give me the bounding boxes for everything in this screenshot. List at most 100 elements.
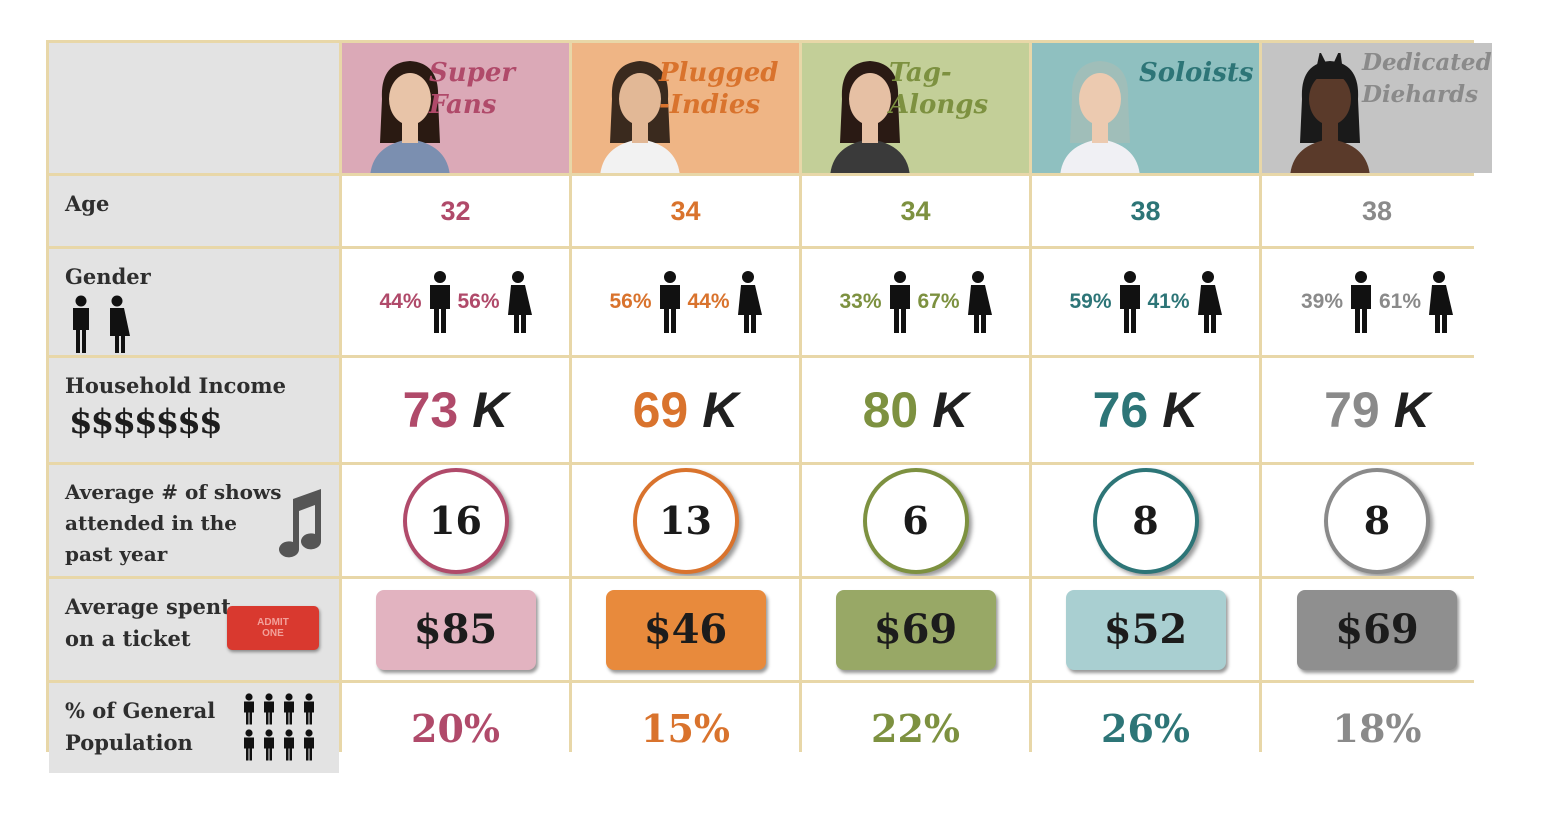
persona-photo-icon <box>830 61 910 173</box>
population-value: 26% <box>1101 705 1190 751</box>
segment-name: Tag- Alongs <box>889 57 1009 121</box>
male-percent: 39% <box>1300 290 1343 313</box>
ticket-cell: $85 <box>342 579 569 680</box>
admit-one-ticket-icon: ADMIT ONE <box>227 606 319 650</box>
age-value: 34 <box>900 195 931 226</box>
row-label-gender: Gender <box>49 249 339 355</box>
female-percent: 61% <box>1379 290 1422 313</box>
segment-name-line: Alongs <box>889 90 989 120</box>
row-label-ticket: Average spent on a ticket ADMIT ONE <box>49 579 339 680</box>
income-cell: 73 K <box>342 358 569 462</box>
income-value: 69 <box>632 382 689 438</box>
shows-cell: 8 <box>1262 465 1492 576</box>
shows-circle: 13 <box>632 467 739 574</box>
income-unit: K <box>472 382 509 438</box>
income-cell: 76 K <box>1032 358 1259 462</box>
persona-photo-icon <box>600 61 680 173</box>
persona-table: Super Fans Plugged -Indies Tag- Alongs Solo… <box>46 40 1492 773</box>
ticket-cell: $69 <box>1262 579 1492 680</box>
age-cell: 38 <box>1262 176 1492 246</box>
shows-circle: 8 <box>1092 467 1199 574</box>
female-percent: 67% <box>917 290 960 313</box>
income-unit: K <box>1162 382 1199 438</box>
female-icon <box>967 271 992 333</box>
header-dedicated-diehards: Dedicated Diehards <box>1262 43 1492 173</box>
segment-name-line: Soloists <box>1139 58 1254 88</box>
shows-label-line: attended in the <box>65 511 237 535</box>
header-super-fans: Super Fans <box>342 43 569 173</box>
ticket-price: $69 <box>835 589 996 670</box>
segment-name-line: -Indies <box>659 90 761 120</box>
female-percent: 44% <box>687 290 730 313</box>
population-cell: 15% <box>572 683 799 773</box>
population-value: 20% <box>411 705 500 751</box>
shows-cell: 13 <box>572 465 799 576</box>
ticket-price: $69 <box>1297 589 1457 670</box>
persona-photo-icon <box>370 61 450 173</box>
ticket-price: $52 <box>1065 589 1226 670</box>
male-percent: 33% <box>839 290 882 313</box>
income-label: Household Income <box>65 373 287 398</box>
header-plugged-indies: Plugged -Indies <box>572 43 799 173</box>
population-value: 18% <box>1332 705 1422 751</box>
ticket-label-line: Average spent <box>65 594 231 619</box>
row-label-income: Household Income $$$$$$$ <box>49 358 339 462</box>
shows-label-line: past year <box>65 542 168 566</box>
shows-circle: 6 <box>862 467 969 574</box>
male-icon <box>1119 271 1140 333</box>
shows-circle: 8 <box>1324 467 1430 574</box>
female-icon <box>1429 271 1454 333</box>
female-percent: 41% <box>1147 290 1190 313</box>
header-corner <box>49 43 339 173</box>
row-label-age: Age <box>49 176 339 246</box>
age-cell: 32 <box>342 176 569 246</box>
population-cell: 22% <box>802 683 1029 773</box>
shows-label-line: Average # of shows <box>65 480 282 504</box>
female-icon <box>507 271 532 333</box>
income-value: 80 <box>862 382 919 438</box>
segment-name: Dedicated Diehards <box>1362 47 1492 111</box>
header-soloists: Soloists <box>1032 43 1259 173</box>
income-value: 76 <box>1092 382 1149 438</box>
male-percent: 56% <box>609 290 652 313</box>
gender-cell: 56% 44% <box>572 249 799 355</box>
row-label-population: % of General Population <box>49 683 339 773</box>
segment-name-line: Super <box>429 58 516 88</box>
shows-circle: 16 <box>402 467 509 574</box>
shows-cell: 6 <box>802 465 1029 576</box>
age-label: Age <box>65 191 110 216</box>
music-note-icon <box>279 489 322 558</box>
age-value: 32 <box>440 195 471 226</box>
shows-cell: 8 <box>1032 465 1259 576</box>
admit-one-text: ADMIT <box>257 617 289 628</box>
ticket-price: $85 <box>375 589 536 670</box>
age-cell: 34 <box>802 176 1029 246</box>
admit-one-text: ONE <box>262 628 284 639</box>
population-cell: 20% <box>342 683 569 773</box>
income-unit: K <box>932 382 969 438</box>
population-label-line: % of General <box>65 698 216 723</box>
male-icon <box>429 271 450 333</box>
income-unit: K <box>1393 382 1430 438</box>
male-icon <box>659 271 680 333</box>
people-group-icon <box>244 693 314 761</box>
row-label-shows: Average # of shows attended in the past … <box>49 465 339 576</box>
segment-name-line: Plugged <box>659 58 779 88</box>
age-value: 38 <box>1130 195 1161 226</box>
male-percent: 59% <box>1069 290 1112 313</box>
segment-name: Plugged -Indies <box>659 57 779 121</box>
ticket-label: Average spent on a ticket <box>65 591 231 655</box>
income-value: 73 <box>402 382 459 438</box>
dollar-signs: $$$$$$$ <box>69 402 223 442</box>
segment-name-line: Diehards <box>1362 81 1479 108</box>
population-cell: 26% <box>1032 683 1259 773</box>
age-value: 38 <box>1361 195 1393 226</box>
age-cell: 34 <box>572 176 799 246</box>
segment-name-line: Dedicated <box>1362 49 1492 76</box>
gender-cell: 39% 61% <box>1262 249 1492 355</box>
population-value: 22% <box>871 705 960 751</box>
age-cell: 38 <box>1032 176 1259 246</box>
persona-photo-icon <box>1290 53 1370 173</box>
male-icon <box>889 271 910 333</box>
income-cell: 69 K <box>572 358 799 462</box>
